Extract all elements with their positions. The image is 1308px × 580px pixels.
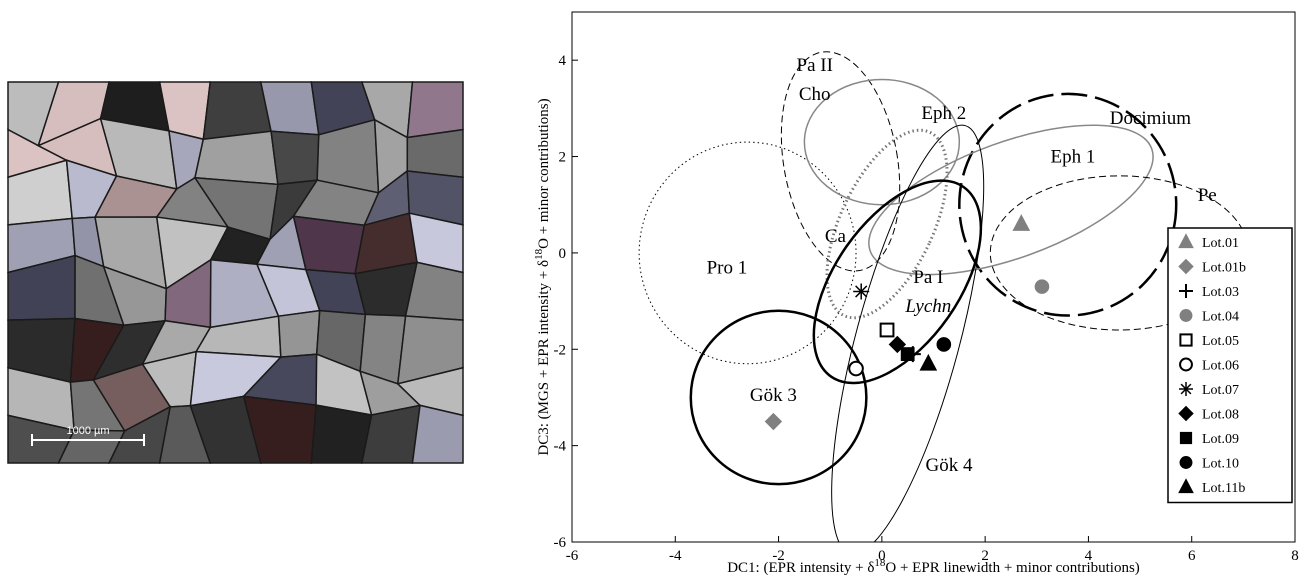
grain bbox=[195, 131, 278, 184]
legend-label: Lot.10 bbox=[1202, 457, 1239, 472]
ylabel-part: DC3: (MGS + EPR intensity + δ bbox=[536, 260, 552, 456]
grain bbox=[311, 405, 371, 463]
legend-label: Lot.03 bbox=[1202, 285, 1239, 300]
legend-label: Lot.07 bbox=[1202, 383, 1239, 398]
region-label: Eph 1 bbox=[1051, 147, 1096, 168]
region-label: Pa II bbox=[797, 55, 833, 76]
ylabel-part: 18 bbox=[533, 248, 545, 260]
region-label: Eph 2 bbox=[921, 103, 966, 124]
region-label: Pro 1 bbox=[707, 257, 748, 278]
point bbox=[920, 355, 936, 370]
grain bbox=[407, 130, 463, 178]
region-label: Gök 4 bbox=[926, 455, 973, 476]
grain bbox=[293, 216, 364, 273]
point bbox=[1013, 215, 1029, 230]
legend-marker bbox=[1180, 359, 1192, 371]
region-label: Docimium bbox=[1110, 108, 1191, 129]
legend-marker bbox=[1180, 457, 1192, 469]
x-tick-label: 8 bbox=[1291, 548, 1299, 564]
legend-label: Lot.04 bbox=[1202, 310, 1239, 325]
xlabel-part: 18 bbox=[874, 557, 886, 569]
legend-marker bbox=[1179, 382, 1193, 396]
point bbox=[881, 324, 894, 337]
legend-label: Lot.01 bbox=[1202, 236, 1239, 251]
legend-label: Lot.01b bbox=[1202, 261, 1246, 276]
x-tick-label: -6 bbox=[566, 548, 579, 564]
point bbox=[765, 414, 781, 430]
y-tick-label: -4 bbox=[554, 439, 567, 455]
region-label: Cho bbox=[799, 84, 831, 105]
ylabel-part: O + minor contributions) bbox=[536, 98, 552, 249]
point bbox=[849, 362, 863, 376]
point bbox=[853, 283, 869, 299]
xlabel-part: O + EPR linewidth + minor contributions) bbox=[885, 560, 1139, 575]
region-label: Pe bbox=[1198, 185, 1217, 206]
grain bbox=[407, 82, 463, 138]
region-label: Ca bbox=[825, 226, 847, 247]
region-ellipse bbox=[639, 142, 856, 364]
point bbox=[901, 348, 914, 361]
ylabel-label: DC3: (MGS + EPR intensity + δ18O + minor… bbox=[533, 98, 552, 455]
legend-label: Lot.09 bbox=[1202, 432, 1239, 447]
legend-label: Lot.11b bbox=[1202, 481, 1245, 496]
y-tick-label: 2 bbox=[559, 150, 567, 166]
y-tick-label: -2 bbox=[554, 342, 567, 358]
x-tick-label: 6 bbox=[1188, 548, 1196, 564]
grain bbox=[261, 82, 319, 135]
xlabel-part: DC1: (EPR intensity + δ bbox=[727, 560, 874, 575]
region-label: Pa I bbox=[913, 267, 943, 288]
grain bbox=[203, 82, 271, 139]
x-tick-label: -4 bbox=[669, 548, 682, 564]
y-tick-label: 0 bbox=[559, 246, 567, 262]
legend-label: Lot.06 bbox=[1202, 359, 1239, 374]
point bbox=[1035, 280, 1049, 294]
grain bbox=[412, 405, 463, 463]
y-tick-label: 4 bbox=[559, 53, 567, 69]
region-ellipse bbox=[780, 152, 1014, 413]
grain bbox=[271, 131, 319, 184]
grain bbox=[279, 311, 320, 357]
legend-label: Lot.08 bbox=[1202, 408, 1239, 423]
xlabel-label: DC1: (EPR intensity + δ18O + EPR linewid… bbox=[727, 557, 1140, 575]
region-label: Gök 3 bbox=[750, 385, 797, 406]
scale-bar-label: 1000 µm bbox=[66, 425, 109, 437]
legend-marker bbox=[1180, 334, 1191, 345]
micrograph: 1000 µm bbox=[8, 82, 463, 463]
region-label: Lychn bbox=[904, 296, 951, 317]
figure: 1000 µm Pro 1 Pa II Cho Eph 2 Docimium Eph 1 P… bbox=[0, 0, 1308, 575]
point bbox=[937, 338, 951, 352]
y-tick-label: -6 bbox=[554, 535, 567, 551]
region-ellipse bbox=[800, 112, 1014, 567]
legend-marker bbox=[1180, 310, 1192, 322]
legend-marker bbox=[1180, 432, 1191, 443]
legend-label: Lot.05 bbox=[1202, 334, 1239, 349]
